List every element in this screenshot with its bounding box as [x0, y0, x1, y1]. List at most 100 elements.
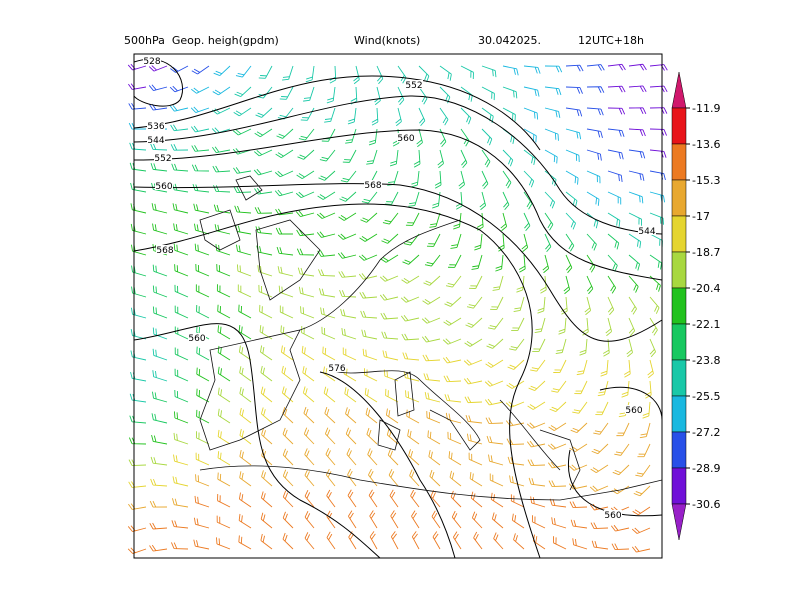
- wind-barb: [568, 464, 588, 471]
- wind-barb: [586, 233, 597, 251]
- wind-barb: [565, 86, 583, 94]
- wind-barb: [321, 128, 336, 142]
- colorbar-box: [671, 467, 687, 505]
- wind-barb: [359, 233, 378, 242]
- wind-barb: [513, 533, 525, 550]
- wind-barb: [471, 511, 483, 529]
- wind-barb: [479, 191, 487, 211]
- wind-barb: [338, 271, 357, 278]
- wind-barb: [253, 149, 273, 157]
- wind-barb: [260, 386, 273, 403]
- wind-barb: [574, 380, 588, 395]
- wind-barb: [195, 431, 210, 445]
- contour-label-bg: [156, 245, 174, 254]
- wind-barb: [473, 531, 483, 550]
- wind-barb: [449, 470, 462, 487]
- contour-label: 560: [397, 134, 414, 144]
- wind-barb: [632, 506, 651, 516]
- wind-barb: [649, 275, 661, 292]
- isoline: [133, 183, 663, 342]
- wind-barb: [282, 511, 294, 529]
- wind-barb: [379, 275, 399, 282]
- wind-barb: [432, 531, 441, 550]
- wind-barb: [555, 338, 567, 355]
- wind-barb: [628, 275, 639, 293]
- wind-barb: [151, 203, 168, 214]
- wind-barb: [443, 317, 462, 326]
- wind-barb: [295, 210, 315, 218]
- wind-barb: [148, 84, 168, 91]
- wind-barb: [633, 485, 651, 497]
- wind-barb: [129, 162, 147, 172]
- wind-barb: [170, 542, 189, 550]
- wind-barb: [507, 359, 525, 370]
- wind-barb: [236, 264, 252, 277]
- wind-barb: [274, 170, 294, 178]
- contour-label: 568: [364, 181, 381, 191]
- coast: [377, 371, 581, 491]
- contour-label-bg: [147, 135, 165, 144]
- wind-barb: [481, 149, 491, 168]
- wind-barb: [614, 443, 630, 456]
- wind-barb: [589, 485, 609, 492]
- wind-barb: [502, 107, 516, 122]
- wind-barb: [389, 489, 399, 508]
- wind-barb: [507, 456, 525, 466]
- wind-barb: [380, 312, 399, 320]
- wind-barb: [304, 469, 315, 487]
- wind-barb: [565, 170, 579, 185]
- wind-barb: [347, 468, 357, 487]
- isoline: [568, 386, 663, 517]
- wind-barb: [639, 422, 651, 439]
- wind-barb: [150, 456, 168, 466]
- wind-barb: [304, 532, 315, 550]
- coastlines: [199, 175, 663, 501]
- wind-barb: [173, 411, 189, 424]
- wind-barb: [127, 63, 147, 71]
- wind-barb: [607, 128, 625, 137]
- wind-barb: [191, 164, 210, 172]
- wind-barb: [397, 86, 405, 106]
- colorbar-label: -30.6: [692, 498, 720, 511]
- wind-barb: [348, 510, 357, 529]
- wind-barb: [470, 491, 483, 508]
- wind-barb: [342, 347, 357, 361]
- wind-barb: [213, 65, 231, 77]
- wind-barb: [534, 317, 546, 334]
- wind-barb: [395, 107, 402, 127]
- contour-label-bg: [638, 226, 656, 235]
- wind-barb: [329, 65, 337, 84]
- coast: [199, 219, 481, 451]
- wind-barb: [368, 128, 378, 146]
- wind-barb: [194, 495, 210, 508]
- wind-barb: [152, 285, 168, 298]
- wind-barb: [304, 448, 315, 466]
- contour-label-bg: [154, 153, 172, 162]
- wind-barb: [277, 266, 294, 277]
- wind-barb: [649, 107, 668, 114]
- wind-barb: [376, 65, 384, 85]
- colorbar-box: [671, 323, 687, 361]
- wind-barb: [649, 317, 658, 336]
- wind-barb: [421, 335, 441, 343]
- wind-barb: [576, 359, 588, 376]
- wind-barb: [527, 459, 546, 466]
- wind-barb: [238, 535, 252, 550]
- wind-barb: [196, 346, 210, 361]
- wind-barb: [129, 415, 147, 424]
- wind-barb: [238, 304, 252, 319]
- wind-barb: [152, 264, 168, 277]
- wind-barb: [238, 492, 252, 508]
- contour-label: 568: [156, 246, 173, 256]
- contour-label: 560: [625, 406, 642, 416]
- wind-barb: [460, 107, 472, 125]
- wind-barb: [511, 317, 525, 331]
- wind-barb: [408, 191, 420, 207]
- wind-barb: [260, 365, 273, 382]
- wind-barb: [644, 380, 652, 399]
- wind-barb: [347, 489, 357, 508]
- wind-barb: [216, 264, 231, 277]
- colorbar-label: -18.7: [692, 246, 720, 259]
- wind-barb: [173, 432, 189, 445]
